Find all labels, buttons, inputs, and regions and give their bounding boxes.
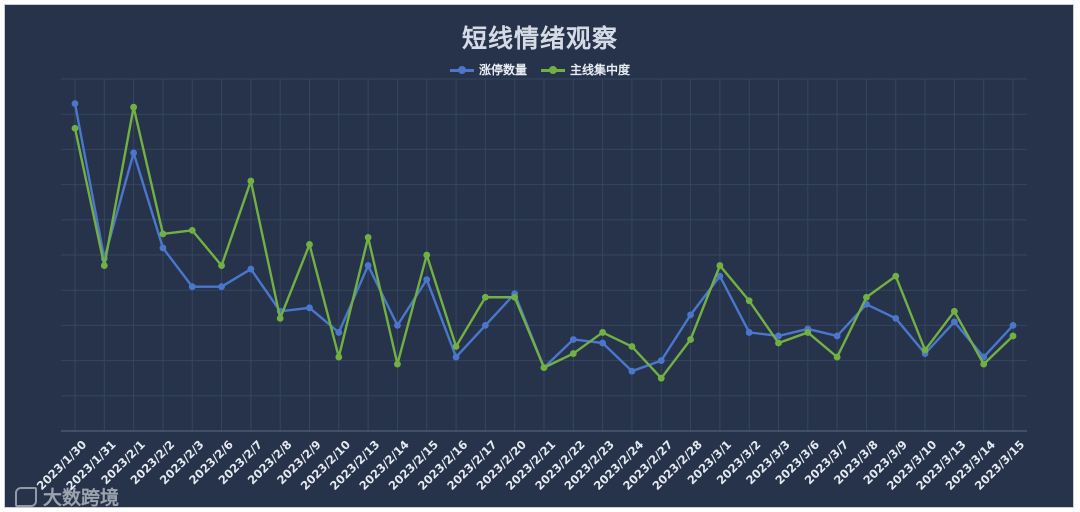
series-1-point (481, 322, 489, 329)
series-2-point (159, 230, 167, 238)
series-1-point (628, 367, 636, 375)
series-2-point (628, 343, 636, 350)
series-2-point (100, 262, 108, 269)
series-2-point (599, 329, 607, 336)
series-2-point (775, 339, 782, 347)
watermark: 大数跨境 (15, 483, 119, 510)
legend-item-series1[interactable]: 涨停数量 (449, 61, 527, 78)
series-2-point (364, 234, 372, 241)
series-2-point (980, 360, 988, 368)
series-2-point (863, 293, 870, 301)
series-1-point (364, 262, 372, 269)
series-2-point (394, 360, 401, 368)
series-1-point (657, 357, 665, 364)
series-2-point (687, 336, 694, 343)
series-1-point (188, 283, 196, 291)
series-1-point (569, 336, 577, 343)
series-2-point (423, 251, 431, 259)
series-2-point (452, 343, 460, 350)
series-1-point (745, 329, 753, 336)
legend-label-series2: 主线集中度 (570, 63, 631, 77)
series-2-point (130, 103, 138, 111)
series-1-point (335, 329, 343, 336)
legend-swatch-series1 (449, 64, 474, 76)
series-2-point (188, 226, 196, 234)
series-1-point (218, 283, 225, 291)
series-1-point (247, 265, 255, 273)
series-1-point (599, 339, 607, 347)
legend-label-series1: 涨停数量 (478, 63, 527, 77)
series-1-point (159, 244, 167, 252)
series-2-point (247, 177, 255, 185)
chart-title: 短线情绪观察 (461, 24, 618, 53)
series-2-point (833, 353, 841, 361)
watermark-logo-icon (15, 486, 37, 507)
legend-swatch-series2 (541, 64, 565, 76)
series-1-point (687, 311, 694, 319)
series-2-point (511, 293, 519, 301)
series-1-point (950, 318, 958, 326)
watermark-text: 大数跨境 (43, 487, 120, 509)
series-2-point (745, 297, 753, 305)
series-1-point (130, 149, 138, 157)
series-2-point (276, 314, 284, 322)
series-2-point (921, 346, 929, 354)
series-1-point (716, 272, 724, 280)
series-1-point (306, 304, 313, 312)
series-2-point (804, 329, 812, 336)
series-2-point (218, 262, 225, 269)
series-2-point (540, 364, 548, 372)
series-2-point (1009, 332, 1017, 340)
series-2-point (335, 353, 343, 361)
line-chart: 2023/1/302023/1/312023/2/12023/2/22023/2… (34, 78, 1027, 493)
series-1-point (775, 332, 782, 340)
series-2-point (950, 307, 958, 315)
chart-legend: 涨停数量 主线集中度 (5, 61, 1075, 78)
series-1-point (452, 353, 460, 361)
chart-frame: 短线情绪观察 涨停数量 主线集中度 2023/1/30 2023/1/31 2023… (4, 4, 1075, 510)
series-1-point (71, 100, 79, 108)
series-2-point (892, 272, 900, 280)
series-1-point (1009, 322, 1017, 329)
series-1-point (892, 314, 900, 322)
series-1-point (833, 332, 841, 340)
legend-item-series2[interactable]: 主线集中度 (541, 61, 630, 78)
series-2-point (569, 350, 577, 357)
series-2-point (481, 293, 489, 301)
series-2-point (71, 124, 79, 132)
series-2-point (716, 262, 724, 269)
series-1-point (394, 322, 401, 329)
series-2-point (657, 374, 665, 382)
series-1-point (423, 276, 431, 284)
series-2-point (306, 241, 313, 248)
